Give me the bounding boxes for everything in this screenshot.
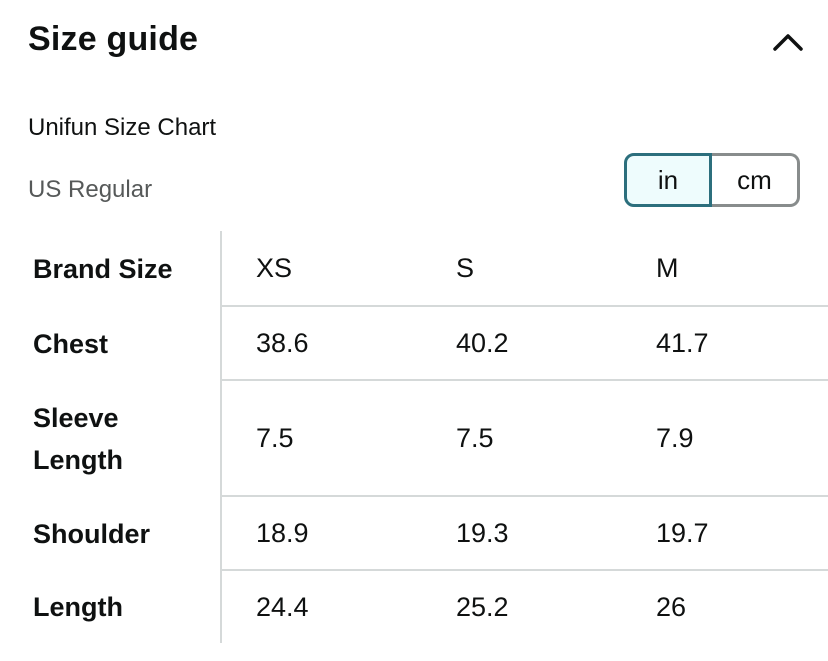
row-header: Length [0,571,222,643]
size-guide-header[interactable]: Size guide [28,18,808,66]
row-cells: 24.4 25.2 26 [222,571,828,643]
chevron-up-icon [773,34,803,51]
column-header: XS [256,252,293,283]
table-row: Sleeve Length 7.5 7.5 7.9 [0,381,828,497]
table-cell: 40.2 [456,327,509,358]
unit-in-button[interactable]: in [624,153,712,207]
row-header: Brand Size [0,231,222,307]
row-cells: 38.6 40.2 41.7 [222,307,828,381]
size-fit-label: US Regular [28,176,153,203]
row-header: Shoulder [0,497,222,571]
header-cells: XS S M [222,231,828,307]
row-header: Sleeve Length [0,381,222,497]
column-header: S [456,252,475,283]
table-cell: 7.9 [656,422,694,453]
row-cells: 7.5 7.5 7.9 [222,381,828,497]
table-row: Chest 38.6 40.2 41.7 [0,307,828,381]
row-header: Chest [0,307,222,381]
table-cell: 7.5 [456,422,494,453]
table-cell: 18.9 [256,517,309,548]
column-header: M [656,252,679,283]
size-chart-name: Unifun Size Chart [28,114,217,141]
table-cell: 19.3 [456,517,509,548]
collapse-button[interactable] [768,22,808,62]
unit-toggle: in cm [624,153,800,207]
table-cell: 24.4 [256,591,309,622]
table-cell: 38.6 [256,327,309,358]
table-cell: 19.7 [656,517,709,548]
table-cell: 7.5 [256,422,294,453]
table-cell: 25.2 [456,591,509,622]
size-table: Brand Size XS S M Chest 38.6 40.2 41.7 S… [0,231,828,643]
table-row: Shoulder 18.9 19.3 19.7 [0,497,828,571]
table-row: Length 24.4 25.2 26 [0,571,828,643]
table-cell: 41.7 [656,327,709,358]
table-header-row: Brand Size XS S M [0,231,828,307]
table-cell: 26 [656,591,687,622]
row-cells: 18.9 19.3 19.7 [222,497,828,571]
size-guide-title: Size guide [28,20,199,58]
unit-cm-button[interactable]: cm [712,153,800,207]
